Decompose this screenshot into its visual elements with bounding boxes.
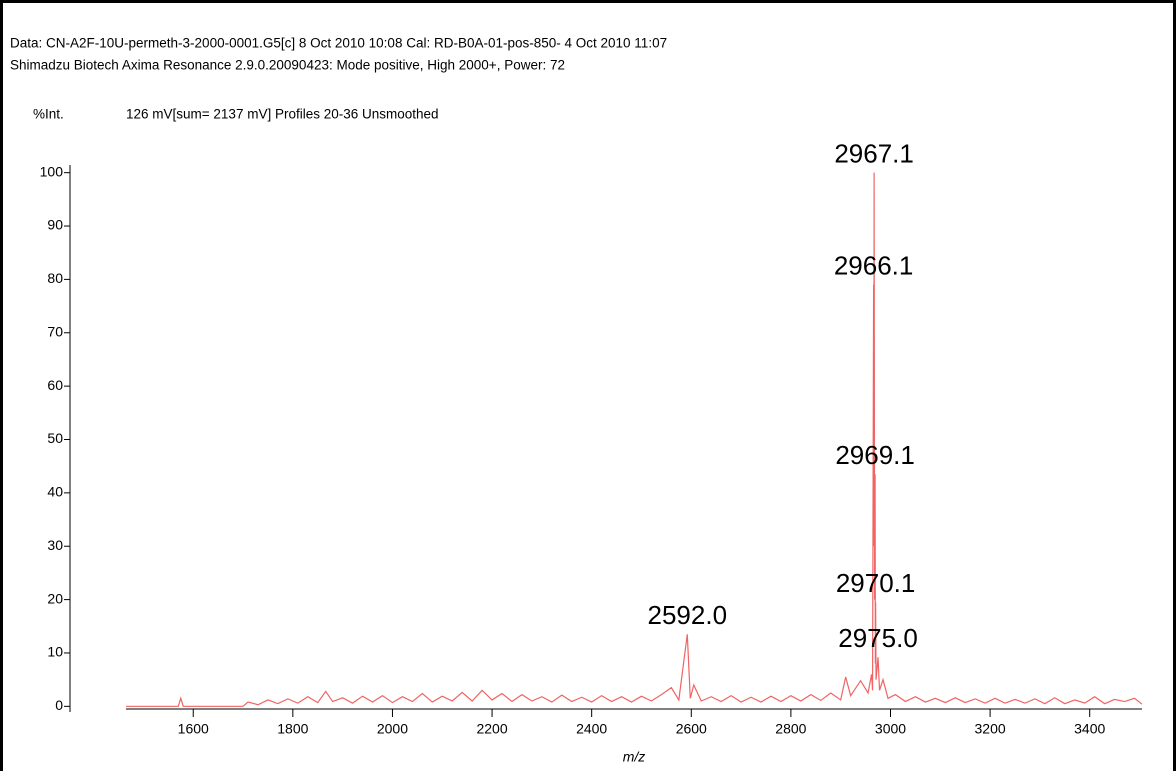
x-tick-label: 3000 [875, 721, 906, 737]
peak-label: 2967.1 [834, 139, 914, 169]
peak-label: 2969.1 [835, 440, 915, 470]
x-tick-label: 2200 [476, 721, 507, 737]
peak-label: 2592.0 [648, 600, 728, 630]
y-axis-label: %Int. [33, 107, 64, 122]
y-tick-label: 30 [47, 537, 63, 553]
y-tick-label: 80 [47, 270, 63, 286]
y-tick-label: 60 [47, 377, 63, 393]
y-tick-label: 70 [47, 323, 63, 339]
y-tick-label: 100 [40, 163, 64, 179]
x-tick-label: 2800 [775, 721, 806, 737]
peak-label: 2970.1 [836, 568, 916, 598]
x-tick-label: 2600 [676, 721, 707, 737]
y-tick-label: 90 [47, 217, 63, 233]
peak-label: 2975.0 [838, 623, 918, 653]
y-tick-label: 0 [55, 697, 63, 713]
peak-label: 2966.1 [834, 251, 914, 281]
y-tick-label: 50 [47, 430, 63, 446]
x-tick-label: 3200 [975, 721, 1006, 737]
x-tick-label: 3400 [1074, 721, 1105, 737]
header-line: Shimadzu Biotech Axima Resonance 2.9.0.2… [10, 58, 565, 73]
y-tick-label: 10 [47, 644, 63, 660]
x-tick-label: 2400 [576, 721, 607, 737]
subtitle: 126 mV[sum= 2137 mV] Profiles 20-36 Unsm… [126, 107, 439, 122]
y-tick-label: 20 [47, 590, 63, 606]
y-tick-label: 40 [47, 484, 63, 500]
header-line: Data: CN-A2F-10U-permeth-3-2000-0001.G5[… [10, 36, 667, 51]
spectrum-line [126, 172, 1143, 707]
x-tick-label: 2000 [377, 721, 408, 737]
x-axis-label: m/z [623, 749, 646, 765]
x-tick-label: 1800 [277, 721, 308, 737]
x-tick-label: 1600 [178, 721, 209, 737]
